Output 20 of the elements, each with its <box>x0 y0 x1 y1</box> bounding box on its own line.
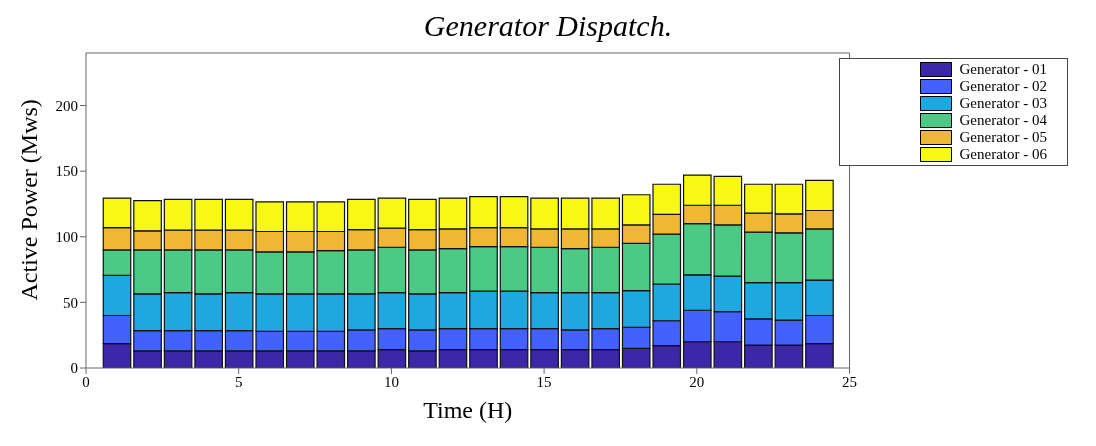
x-tick-label: 15 <box>536 373 552 390</box>
y-tick-label: 0 <box>70 360 78 377</box>
chart-title: Generator Dispatch. <box>422 8 674 44</box>
x-tick-label: 10 <box>383 373 399 390</box>
y-axis-title: Active Power (Mws) <box>15 99 42 301</box>
x-tick-label: 0 <box>82 373 90 390</box>
legend-label: Generator - 05 <box>959 129 1047 145</box>
y-tick-label: 150 <box>55 163 78 180</box>
legend-label: Generator - 06 <box>959 146 1047 162</box>
legend-label: Generator - 04 <box>959 112 1047 128</box>
x-tick-label: 20 <box>689 373 705 390</box>
legend-label: Generator - 03 <box>959 95 1047 111</box>
y-tick-label: 100 <box>55 229 78 246</box>
y-tick-label: 200 <box>55 97 78 114</box>
legend-label: Generator - 02 <box>959 78 1047 94</box>
x-tick-label: 25 <box>842 373 858 390</box>
y-tick-label: 50 <box>63 294 78 311</box>
x-tick-label: 5 <box>234 373 243 390</box>
legend-label: Generator - 01 <box>959 61 1047 77</box>
x-axis-title: Time (H) <box>423 397 513 423</box>
